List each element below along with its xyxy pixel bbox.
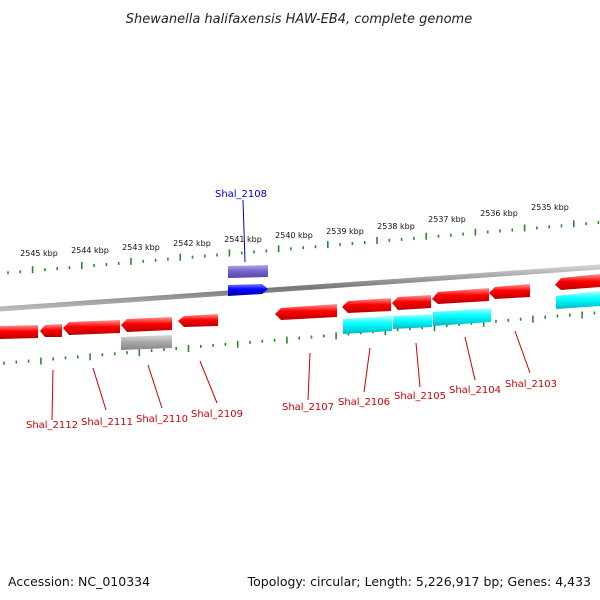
leader-shal-2105 xyxy=(415,342,421,388)
kbp-label: 2539 kbp xyxy=(326,227,364,236)
leader-shal-2103 xyxy=(514,330,531,374)
kbp-label: 2540 kbp xyxy=(275,231,313,240)
gene-label-shal-2106[interactable]: Shal_2106 xyxy=(338,397,390,408)
kbp-label: 2538 kbp xyxy=(377,222,415,231)
kbp-label: 2535 kbp xyxy=(531,203,569,212)
feature-shal-2105-cyan[interactable] xyxy=(393,314,432,329)
gene-labels: Shal_2108 Shal_2112 Shal_2111 Shal_2110 … xyxy=(26,189,557,431)
gene-label-shal-2105[interactable]: Shal_2105 xyxy=(394,391,446,402)
gene-shal-2112-arrow[interactable] xyxy=(0,325,38,339)
gene-shal-2111-arrow[interactable] xyxy=(63,320,120,335)
gene-shal-2109-arrow[interactable] xyxy=(178,314,218,327)
leader-shal-2104 xyxy=(464,336,476,381)
gene-shal-2111a-arrow[interactable] xyxy=(40,324,62,337)
gene-label-shal-2111[interactable]: Shal_2111 xyxy=(81,417,133,428)
leader-shal-2110 xyxy=(147,364,163,409)
feature-shal-2106-cyan[interactable] xyxy=(343,316,392,334)
feature-shal-2110-grey[interactable] xyxy=(121,335,172,350)
leader-shal-2106 xyxy=(363,347,371,393)
kbp-label: 2543 kbp xyxy=(122,243,160,252)
leader-shal-2112 xyxy=(51,369,54,421)
gene-label-shal-2109[interactable]: Shal_2109 xyxy=(191,409,243,420)
kbp-scale-labels: 2545 kbp 2544 kbp 2543 kbp 2542 kbp 2541 kbp… xyxy=(20,203,569,258)
accession-text: Accession: NC_010334 xyxy=(8,574,150,589)
kbp-label: 2544 kbp xyxy=(71,246,109,255)
gene-shal-2110-arrow[interactable] xyxy=(121,317,172,332)
kbp-label: 2541 kbp xyxy=(224,235,262,244)
gene-shal-2103-arrow[interactable] xyxy=(489,284,530,299)
gene-label-shal-2108[interactable]: Shal_2108 xyxy=(215,189,267,200)
gene-label-shal-2110[interactable]: Shal_2110 xyxy=(136,414,188,425)
leader-shal-2109 xyxy=(199,360,218,404)
gene-label-shal-2107[interactable]: Shal_2107 xyxy=(282,402,334,413)
genome-summary-text: Topology: circular; Length: 5,226,917 bp… xyxy=(247,574,591,589)
gene-shal-2107-arrow[interactable] xyxy=(275,304,337,320)
kbp-label: 2536 kbp xyxy=(480,209,518,218)
gene-next-arrow[interactable] xyxy=(555,274,600,290)
kbp-label: 2537 kbp xyxy=(428,215,466,224)
gene-label-shal-2103[interactable]: Shal_2103 xyxy=(505,379,557,390)
genome-title: Shewanella halifaxensis HAW-EB4, complet… xyxy=(126,12,472,27)
feature-next-cyan[interactable] xyxy=(556,291,600,309)
gene-track xyxy=(0,265,600,350)
gene-shal-2105-arrow[interactable] xyxy=(392,295,431,310)
gene-label-leaders xyxy=(51,199,531,421)
inner-tick-ring xyxy=(3,311,596,365)
genome-backbone xyxy=(0,264,600,312)
gene-shal-2108-reverse-arrow[interactable] xyxy=(228,265,268,278)
gene-label-shal-2104[interactable]: Shal_2104 xyxy=(449,385,501,396)
gene-shal-2104-arrow[interactable] xyxy=(432,288,489,304)
leader-shal-2111 xyxy=(92,367,107,411)
kbp-label: 2545 kbp xyxy=(20,249,58,258)
leader-shal-2108 xyxy=(242,199,246,263)
gene-shal-2108-forward-arrow[interactable] xyxy=(228,284,268,296)
outer-tick-ring xyxy=(7,220,600,275)
gene-shal-2106-arrow[interactable] xyxy=(342,298,391,313)
feature-shal-2104-cyan[interactable] xyxy=(433,308,491,326)
leader-shal-2107 xyxy=(307,352,311,401)
gene-label-shal-2112[interactable]: Shal_2112 xyxy=(26,420,78,431)
kbp-label: 2542 kbp xyxy=(173,239,211,248)
